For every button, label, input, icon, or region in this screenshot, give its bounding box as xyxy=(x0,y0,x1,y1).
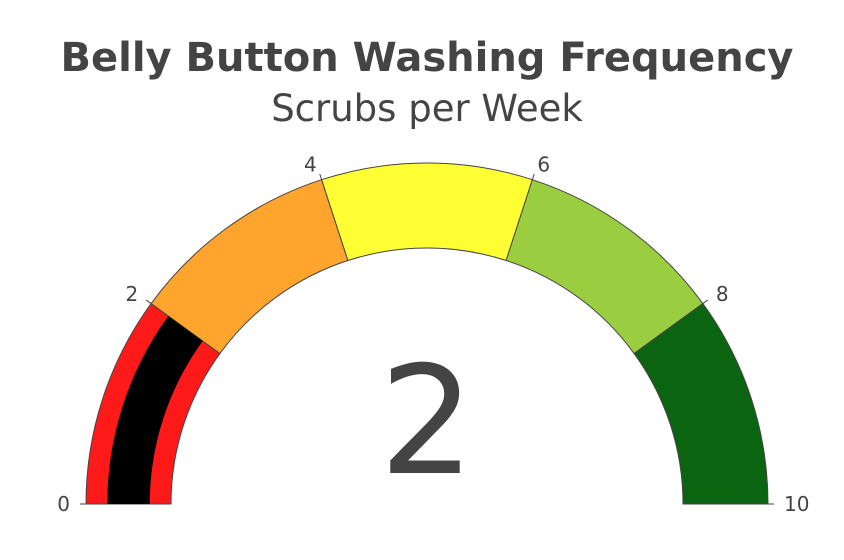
gauge-tick-label: 2 xyxy=(125,282,138,306)
gauge-tick-label: 10 xyxy=(784,492,809,516)
gauge-tick-label: 0 xyxy=(57,492,70,516)
gauge-tick-mark xyxy=(145,299,152,304)
gauge-step-2 xyxy=(320,162,534,262)
gauge-step-4 xyxy=(633,302,769,505)
gauge-tick-label: 8 xyxy=(716,282,729,306)
gauge-tick-label: 4 xyxy=(304,152,317,176)
gauge-tick-mark xyxy=(531,173,535,180)
chart-title: Belly Button Washing Frequency xyxy=(61,35,794,81)
gauge-tick-mark xyxy=(319,173,323,180)
gauge-tick-label: 6 xyxy=(537,152,550,176)
chart-subtitle: Scrubs per Week xyxy=(271,87,583,130)
gauge-value-bar-shape xyxy=(107,316,203,504)
gauge-value-bar xyxy=(107,316,203,504)
gauge-ticks: 0 2 4 6 8 10 xyxy=(57,152,809,516)
gauge-value-number: 2 xyxy=(379,335,474,509)
gauge-tick-mark xyxy=(702,299,709,304)
